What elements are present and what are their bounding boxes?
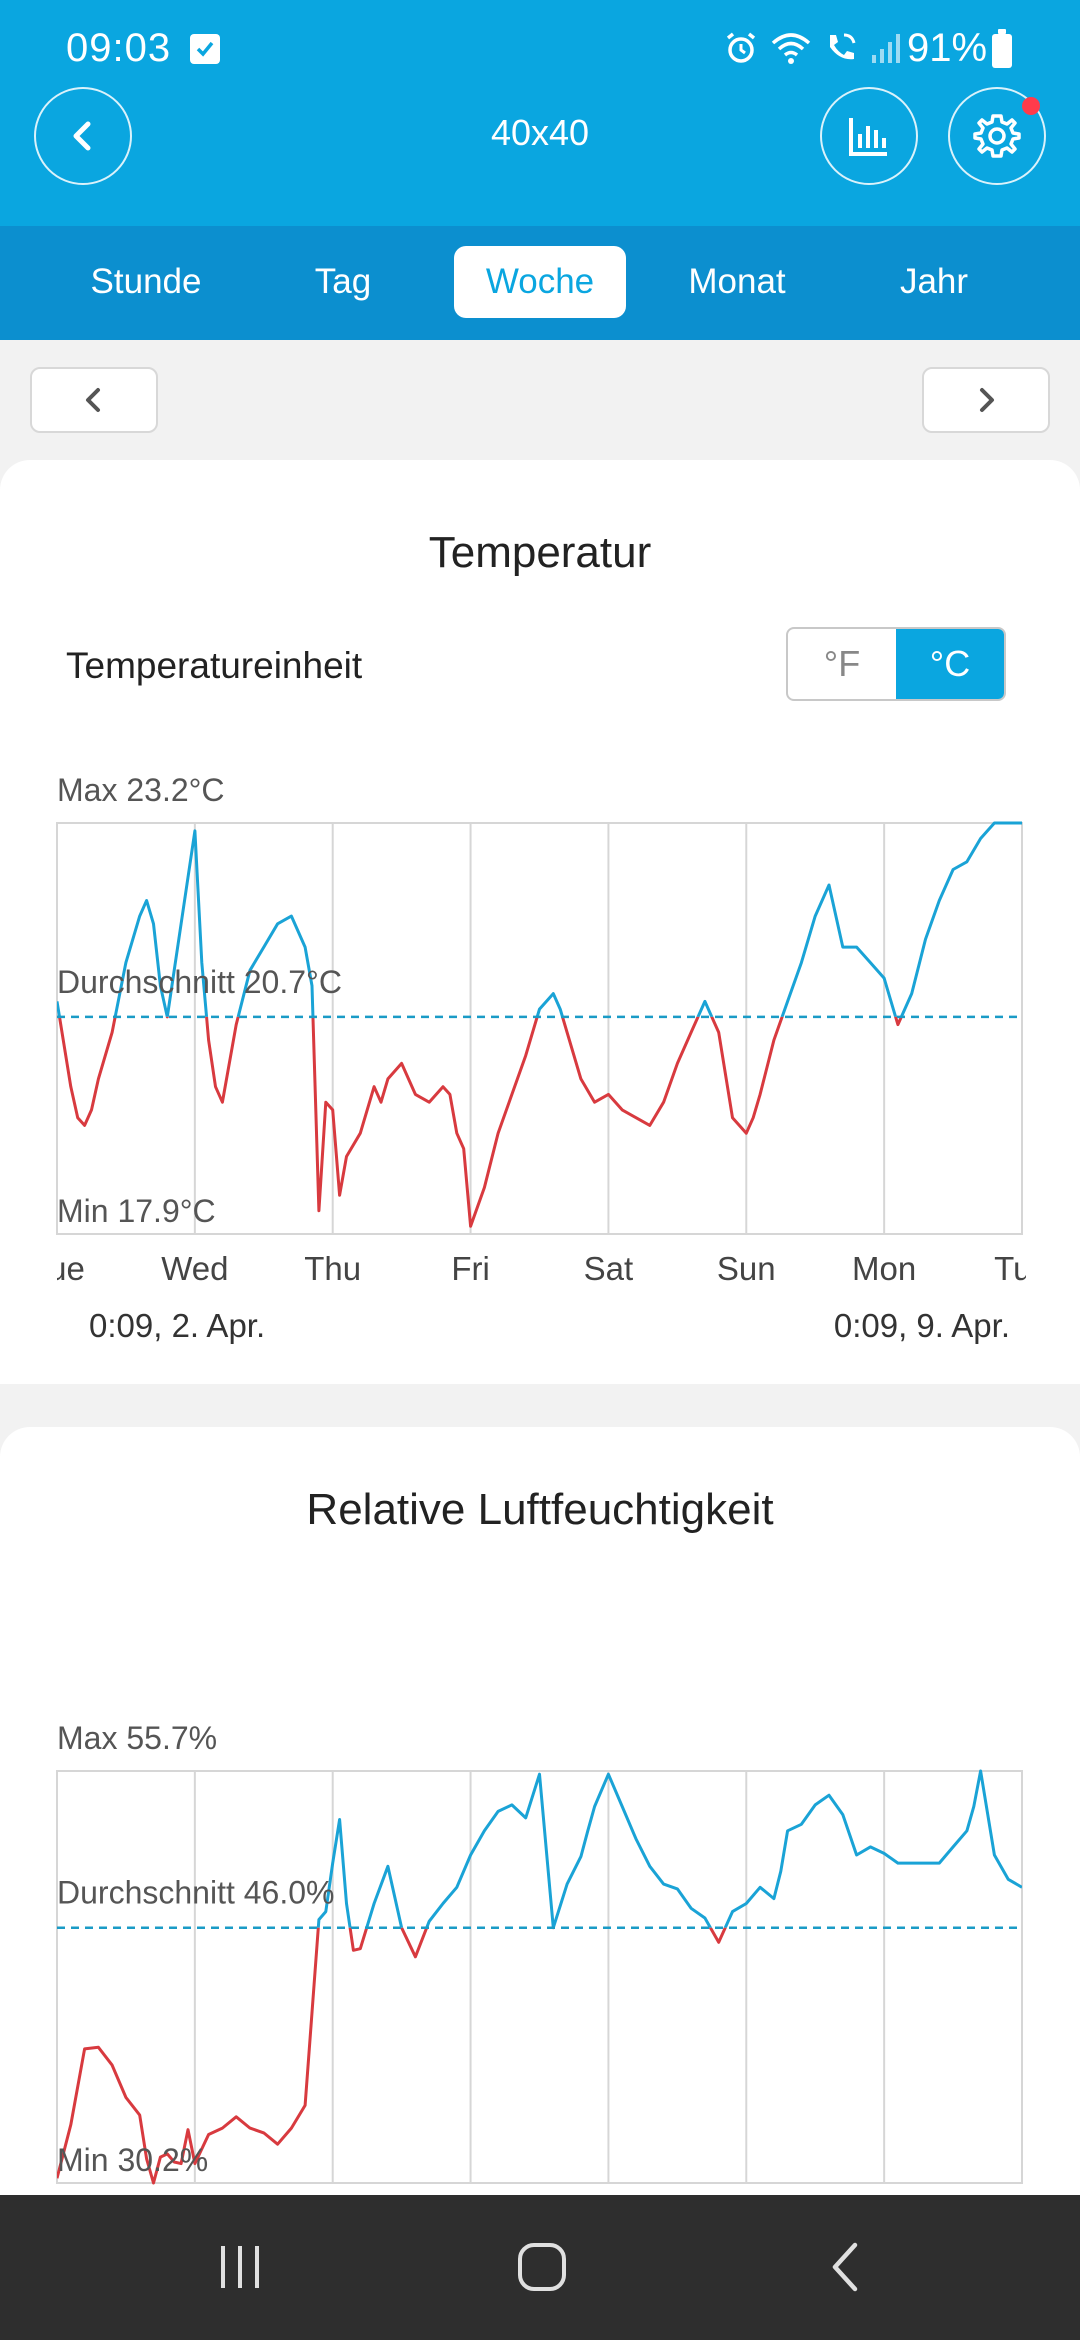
date-range-start: 0:09, 2. Apr. <box>89 1307 265 1344</box>
wifi-calling-icon <box>822 29 860 72</box>
checkbox-notification-icon <box>190 34 220 64</box>
unit-celsius-option[interactable]: °C <box>896 629 1004 699</box>
min-label: Min 17.9°C <box>57 1193 216 1229</box>
battery-icon <box>992 29 1012 68</box>
period-navigation <box>0 340 1080 460</box>
chevron-right-icon <box>980 388 994 412</box>
recent-apps-icon <box>221 2246 259 2288</box>
series-line-above-average <box>316 1769 1022 1928</box>
device-title: 40x40 <box>490 112 590 153</box>
temperature-chart-container: Max 23.2°C Durchschnitt 20.7°C Min 17.9°C T… <box>0 740 1080 1380</box>
temperature-card: Temperatur Temperatureinheit °F °C Max 2… <box>0 460 1080 1384</box>
status-time: 09:03 <box>66 26 172 70</box>
settings-button[interactable] <box>948 87 1046 185</box>
back-button[interactable] <box>34 87 132 185</box>
status-icons <box>722 30 904 70</box>
tab-stunde[interactable]: Stunde <box>90 262 202 301</box>
statistics-button[interactable] <box>820 87 918 185</box>
date-range-end: 0:09, 9. Apr. <box>834 1307 1010 1344</box>
next-period-button[interactable] <box>922 367 1050 433</box>
series-line-above-average <box>57 821 1022 1017</box>
temperature-unit-toggle: °F °C <box>786 627 1006 701</box>
signal-icon <box>870 29 904 72</box>
series-line-below-average <box>57 1016 903 1228</box>
x-tick-label: Mon <box>852 1250 916 1287</box>
system-back-button[interactable] <box>820 2235 870 2299</box>
period-tab-bar: Stunde Tag Woche Monat Jahr <box>0 226 1080 340</box>
notification-dot <box>1022 97 1040 115</box>
humidity-chart: Max 55.7%Durchschnitt 46.0%Min 30.2%TueW… <box>56 1720 1026 2293</box>
battery-percent: 91% <box>907 26 988 70</box>
temperature-title: Temperatur <box>428 528 652 577</box>
x-tick-label: Sat <box>584 1250 634 1287</box>
temperature-chart: Max 23.2°C Durchschnitt 20.7°C Min 17.9°C T… <box>29 772 1050 1344</box>
gear-icon <box>973 114 1021 158</box>
previous-period-button[interactable] <box>30 367 158 433</box>
x-tick-label: Wed <box>161 1250 228 1287</box>
x-tick-label: Tue <box>994 1250 1050 1287</box>
temperature-unit-label: Temperatureinheit <box>66 645 363 686</box>
x-tick-label: Thu <box>304 1250 361 1287</box>
status-bar: 09:03 91% <box>0 0 1080 100</box>
recent-apps-button[interactable] <box>210 2235 270 2299</box>
max-label: Max 55.7% <box>57 1720 217 1756</box>
back-icon <box>832 2242 858 2292</box>
chevron-left-icon <box>86 388 100 412</box>
unit-fahrenheit-option[interactable]: °F <box>823 643 861 684</box>
tab-tag[interactable]: Tag <box>314 262 372 301</box>
tab-jahr[interactable]: Jahr <box>899 262 969 301</box>
max-label: Max 23.2°C <box>57 772 225 808</box>
series-line-below-average <box>57 1927 727 2185</box>
humidity-title: Relative Luftfeuchtigkeit <box>306 1485 774 1534</box>
chevron-left-icon <box>73 121 91 151</box>
average-label: Durchschnitt 46.0% <box>57 1875 334 1911</box>
data-series <box>57 1769 1022 2185</box>
humidity-card: Relative Luftfeuchtigkeit Max 55.7% Durch… <box>0 1427 1080 2293</box>
alarm-icon <box>722 29 760 72</box>
x-tick-label: Fri <box>451 1250 489 1287</box>
x-axis-labels: Tue Wed Thu Fri Sat Sun Mon Tue <box>29 1250 1050 1287</box>
min-label: Min 30.2% <box>57 2142 208 2178</box>
system-navigation-bar <box>0 2195 1080 2340</box>
humidity-chart-container: Max 55.7%Durchschnitt 46.0%Min 30.2%TueW… <box>0 1567 1080 2293</box>
home-icon <box>518 2243 566 2291</box>
wifi-icon <box>770 29 812 72</box>
tab-woche[interactable]: Woche <box>454 246 626 318</box>
data-series <box>57 821 1022 1228</box>
average-label: Durchschnitt 20.7°C <box>57 964 342 1000</box>
app-bar: 09:03 91% 40x40 <box>0 0 1080 226</box>
bar-chart-icon <box>849 118 887 156</box>
home-button[interactable] <box>510 2235 574 2299</box>
tab-monat[interactable]: Monat <box>688 262 786 301</box>
chart-frame <box>56 822 1023 1235</box>
chart-frame <box>56 1770 1023 2184</box>
x-tick-label: Tue <box>29 1250 85 1287</box>
x-tick-label: Sun <box>717 1250 776 1287</box>
